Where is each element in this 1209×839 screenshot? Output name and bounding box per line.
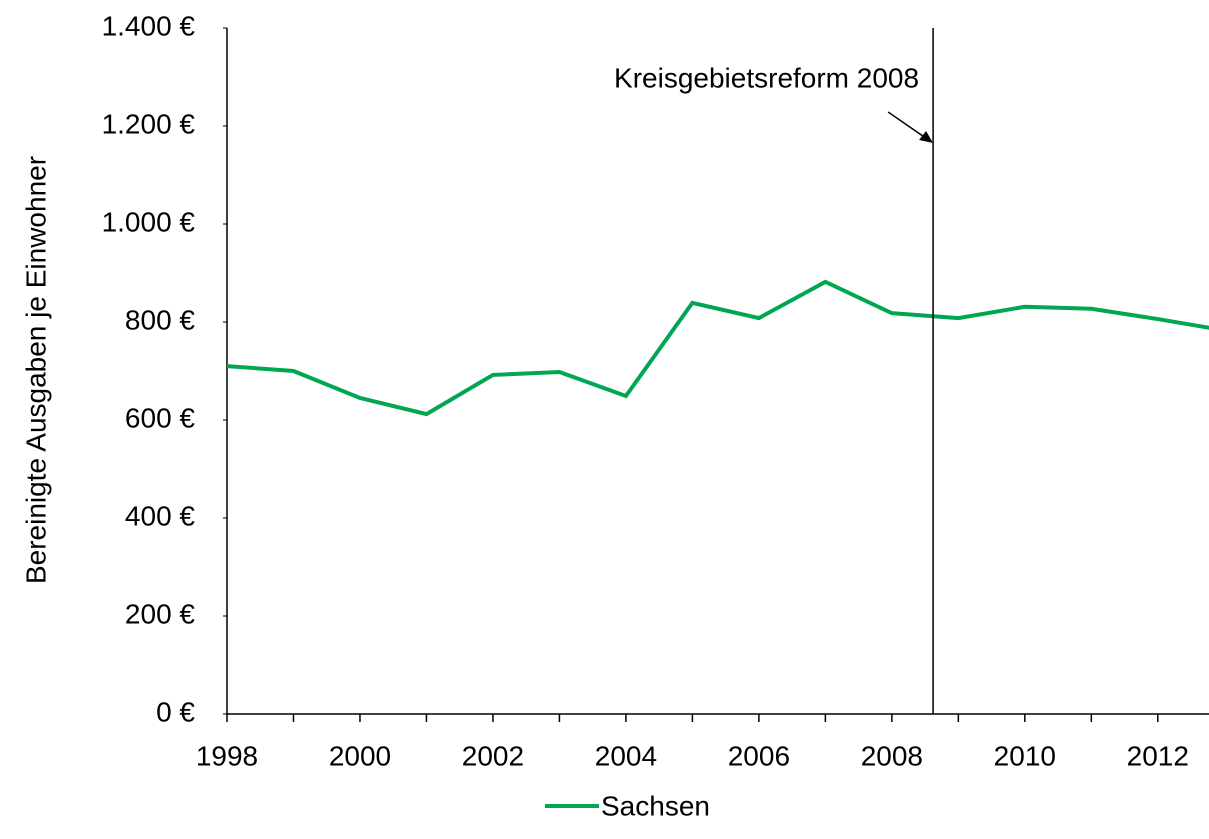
x-tick-label: 2000 [329,740,391,771]
y-tick-label: 400 € [125,500,195,531]
x-tick-label: 2012 [1127,740,1189,771]
y-tick-label: 1.000 € [102,206,196,237]
y-tick-label: 0 € [156,696,195,727]
y-tick-label: 600 € [125,402,195,433]
data-line [227,279,1209,417]
x-tick-label: 2004 [595,740,657,771]
y-tick-label: 1.400 € [102,10,196,41]
y-tick-label: 200 € [125,598,195,629]
x-tick-label: 2002 [462,740,524,771]
legend-label: Sachsen [601,790,710,821]
x-tick-label: 1998 [196,740,258,771]
annotation-arrowhead [919,131,934,143]
annotation-text: Kreisgebietsreform 2008 [614,62,919,93]
x-tick-label: 2008 [861,740,923,771]
x-tick-label: 2010 [994,740,1056,771]
y-tick-label: 1.200 € [102,108,196,139]
x-tick-label: 2006 [728,740,790,771]
y-tick-label: 800 € [125,304,195,335]
y-axis-label: Bereinigte Ausgaben je Einwohner [20,156,51,584]
